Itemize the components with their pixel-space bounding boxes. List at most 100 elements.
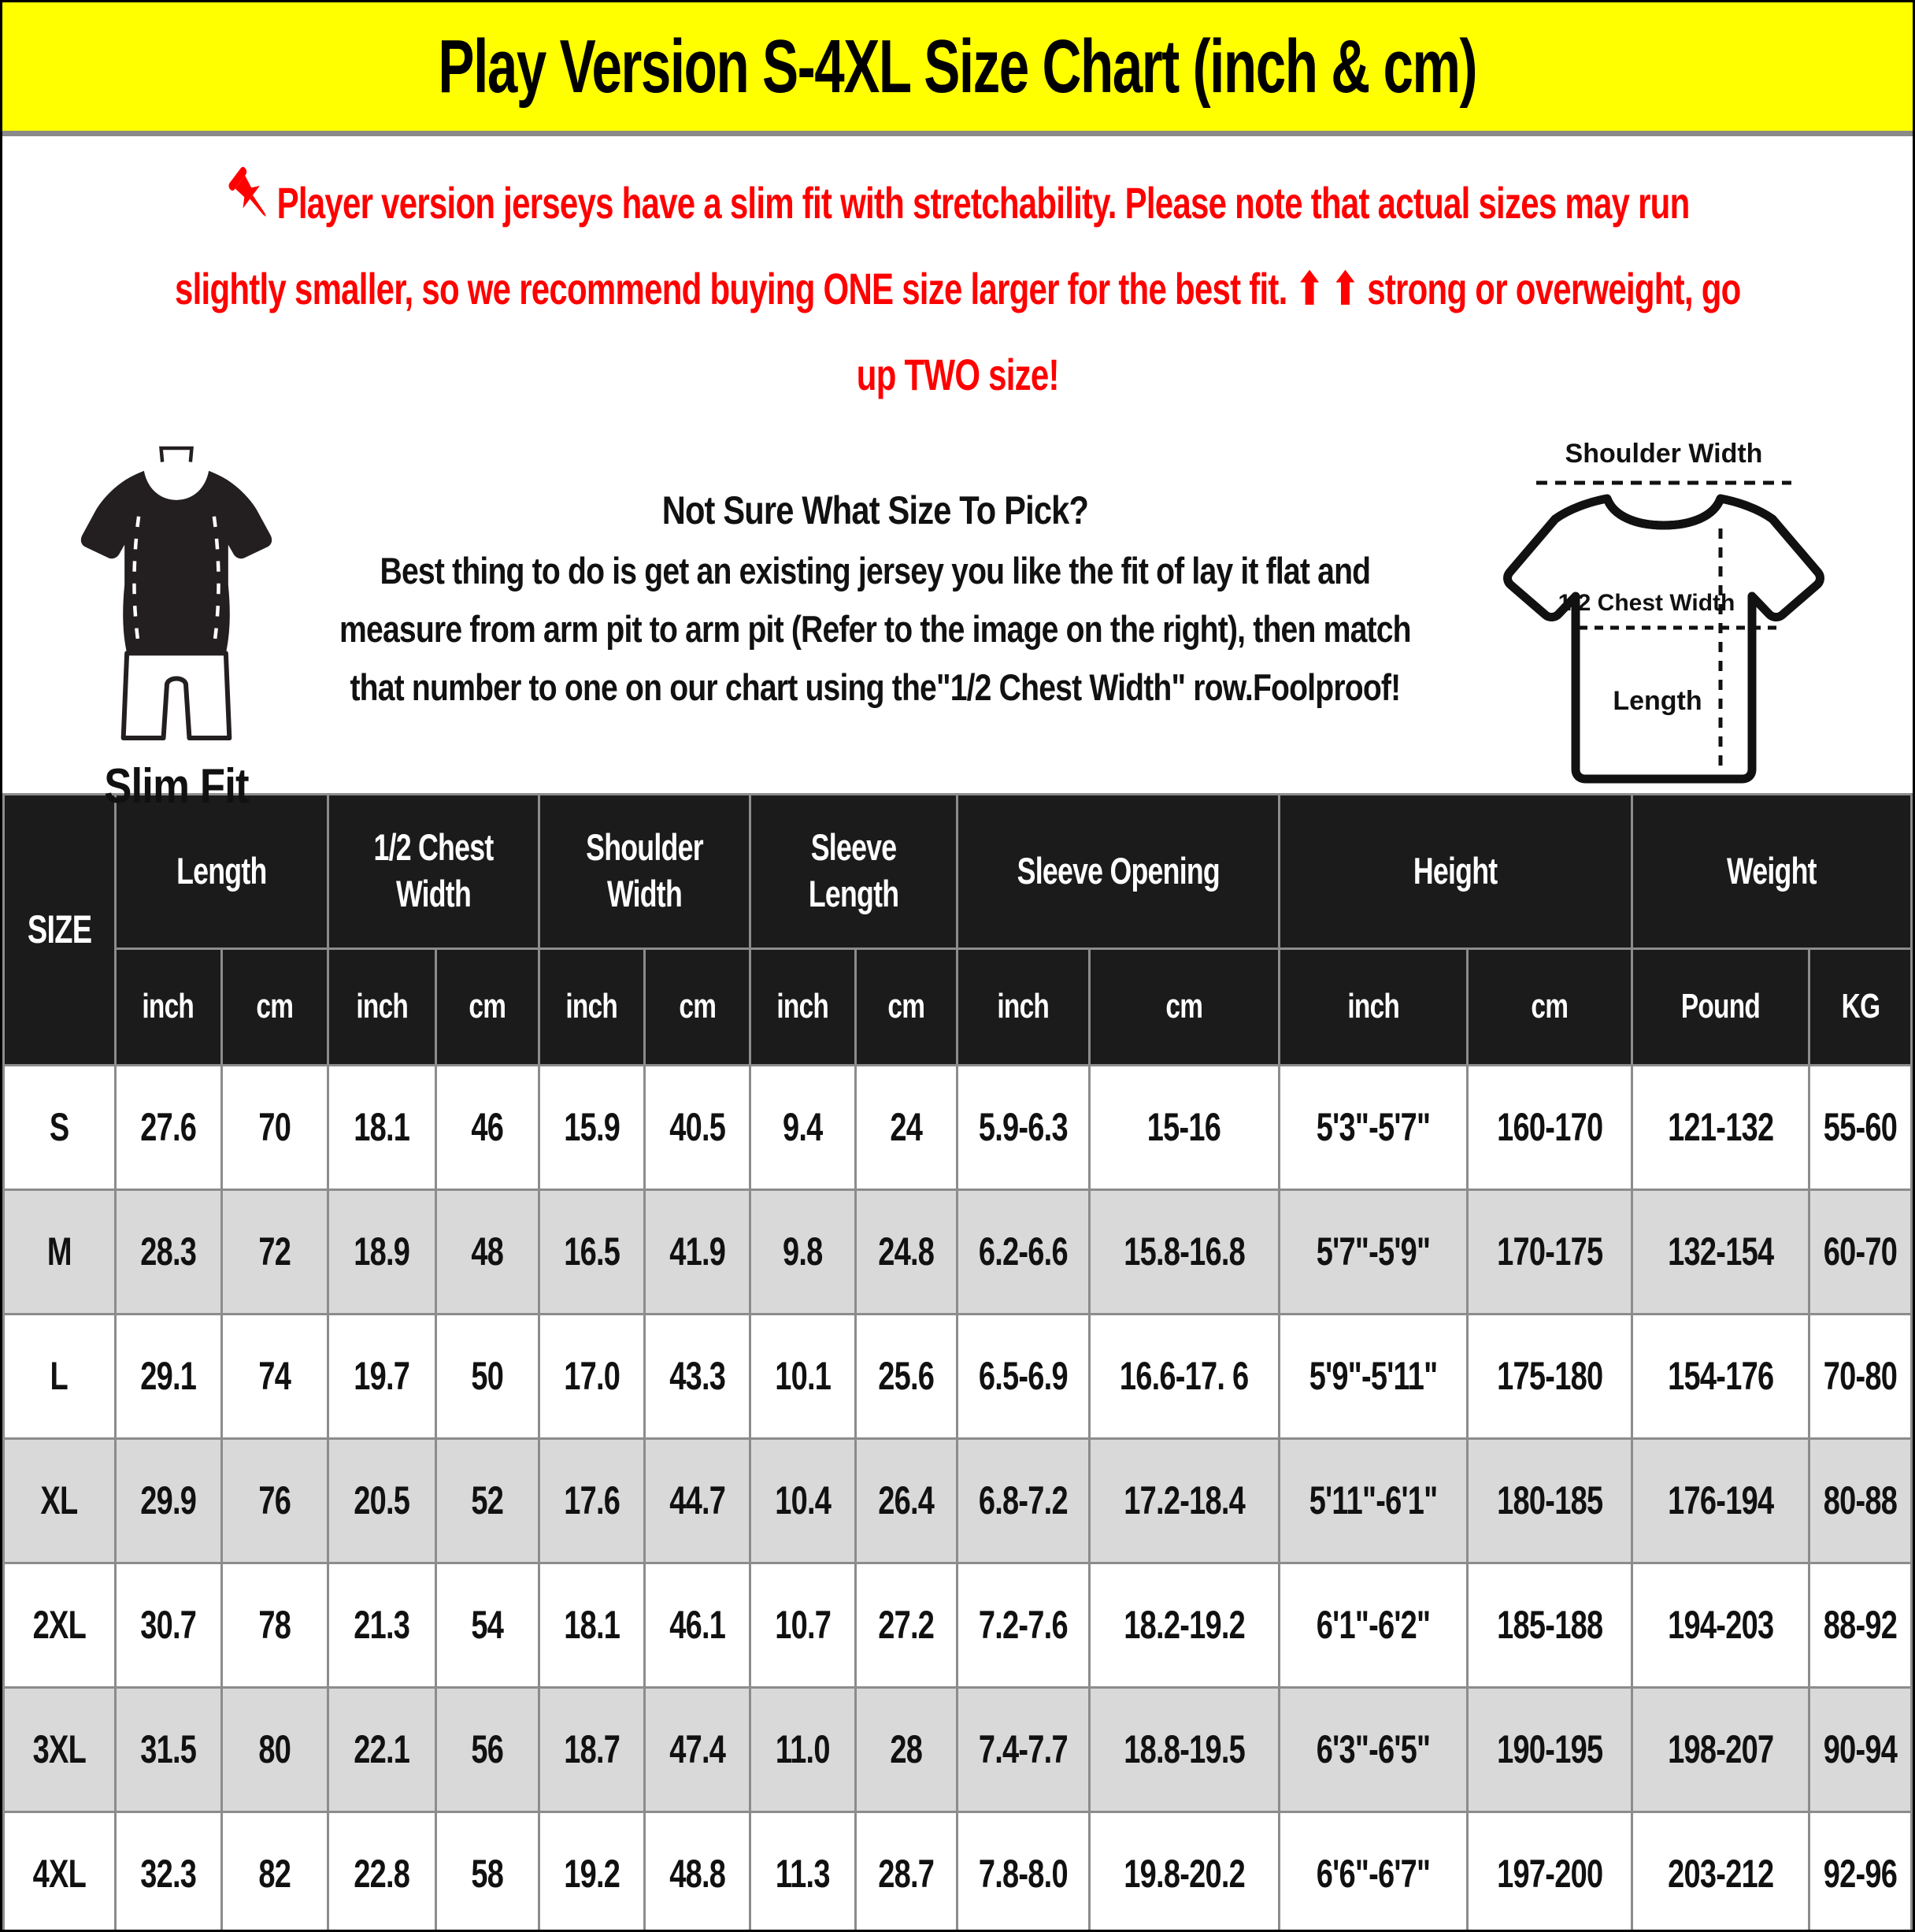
- value-cell: 5'3"-5'7": [1277, 1063, 1469, 1191]
- value-cell: 20.5: [327, 1437, 437, 1564]
- fit-notice: Player version jerseys have a slim fit w…: [2, 136, 1913, 423]
- value-cell: 24: [854, 1063, 959, 1191]
- value-cell: 29.9: [113, 1437, 223, 1564]
- column-subheader-cm: cm: [434, 947, 541, 1066]
- slim-fit-column: Slim Fit: [46, 429, 306, 814]
- value-cell: 18.1: [327, 1063, 437, 1191]
- size-table: SIZE Length 1/2 Chest Width Shoulder Width S…: [2, 792, 1913, 1930]
- value-cell: 24.8: [854, 1188, 959, 1315]
- value-cell: 18.1: [538, 1561, 646, 1689]
- size-cell-m: M: [2, 1188, 117, 1315]
- column-group-length: Length: [113, 792, 330, 950]
- slim-fit-label: Slim Fit: [104, 758, 249, 814]
- value-cell: 7.4-7.7: [956, 1685, 1091, 1813]
- value-cell: 197-200: [1466, 1810, 1634, 1930]
- value-cell: 17.2-18.4: [1087, 1437, 1280, 1564]
- value-cell: 203-212: [1631, 1810, 1811, 1930]
- notice-line-1: Player version jerseys have a slim fit w…: [5, 160, 1910, 246]
- notice-text-1: Player version jerseys have a slim fit w…: [276, 178, 1690, 228]
- column-subheader-cm: cm: [854, 947, 959, 1066]
- value-cell: 121-132: [1631, 1063, 1811, 1191]
- value-cell: 19.7: [327, 1312, 437, 1440]
- value-cell: 76: [220, 1437, 330, 1564]
- column-subheader-inch: inch: [956, 947, 1091, 1066]
- column-subheader-inch: inch: [749, 947, 857, 1066]
- notice-line-2: slightly smaller, so we recommend buying…: [5, 246, 1910, 332]
- table-row-2xl: 2XL 30.7 78 21.3 54 18.1 46.1 10.7 27.2 7.2-7.6 18…: [2, 1561, 1913, 1689]
- diagram-chest-width-label: 1/2 Chest Width: [1558, 590, 1735, 616]
- value-cell: 15.9: [538, 1063, 646, 1191]
- table-row-3xl: 3XL 31.5 80 22.1 56 18.7 47.4 11.0 28 7.4-7.7 18.8…: [2, 1685, 1913, 1813]
- value-cell: 15-16: [1087, 1063, 1280, 1191]
- value-cell: 198-207: [1631, 1685, 1811, 1813]
- value-cell: 78: [220, 1561, 330, 1689]
- value-cell: 194-203: [1631, 1561, 1811, 1689]
- value-cell: 43.3: [643, 1312, 752, 1440]
- value-cell: 70-80: [1808, 1312, 1913, 1440]
- value-cell: 176-194: [1631, 1437, 1811, 1564]
- value-cell: 6.5-6.9: [956, 1312, 1091, 1440]
- value-cell: 6.2-6.6: [956, 1188, 1091, 1315]
- column-subheader-inch: inch: [113, 947, 223, 1066]
- value-cell: 11.3: [749, 1810, 857, 1930]
- column-group-weight: Weight: [1631, 792, 1913, 950]
- value-cell: 88-92: [1808, 1561, 1913, 1689]
- value-cell: 40.5: [643, 1063, 752, 1191]
- value-cell: 10.1: [749, 1312, 857, 1440]
- table-row-m: M 28.3 72 18.9 48 16.5 41.9 9.8 24.8 6.2-6.6 15.8-…: [2, 1188, 1913, 1315]
- size-cell-xl: XL: [2, 1437, 117, 1564]
- value-cell: 58: [434, 1810, 541, 1930]
- table-row-s: S 27.6 70 18.1 46 15.9 40.5 9.4 24 5.9-6.3 15-16 5'…: [2, 1063, 1913, 1191]
- column-subheader-cm: cm: [220, 947, 330, 1066]
- column-subheader-kg: KG: [1808, 947, 1913, 1066]
- value-cell: 18.7: [538, 1685, 646, 1813]
- value-cell: 7.8-8.0: [956, 1810, 1091, 1930]
- notice-line-3: up TWO size!: [5, 332, 1910, 417]
- fit-guide-section: Slim Fit Not Sure What Size To Pick? Bes…: [2, 423, 1913, 814]
- column-subheader-cm: cm: [1466, 947, 1634, 1066]
- value-cell: 74: [220, 1312, 330, 1440]
- value-cell: 29.1: [113, 1312, 223, 1440]
- value-cell: 72: [220, 1188, 330, 1315]
- notice-text-3: up TWO size!: [856, 350, 1060, 400]
- value-cell: 41.9: [643, 1188, 752, 1315]
- value-cell: 31.5: [113, 1685, 223, 1813]
- column-group-sleeve-length: Sleeve Length: [749, 792, 959, 950]
- value-cell: 17.6: [538, 1437, 646, 1564]
- value-cell: 16.6-17. 6: [1087, 1312, 1280, 1440]
- page-title: Play Version S-4XL Size Chart (inch & cm…: [438, 24, 1478, 109]
- value-cell: 10.7: [749, 1561, 857, 1689]
- column-group-sleeve-opening: Sleeve Opening: [956, 792, 1280, 950]
- size-pick-heading: Not Sure What Size To Pick?: [661, 488, 1088, 532]
- value-cell: 154-176: [1631, 1312, 1811, 1440]
- fit-notice-text: Player version jerseys have a slim fit w…: [5, 160, 1910, 418]
- value-cell: 7.2-7.6: [956, 1561, 1091, 1689]
- value-cell: 6'1"-6'2": [1277, 1561, 1469, 1689]
- value-cell: 82: [220, 1810, 330, 1930]
- value-cell: 54: [434, 1561, 541, 1689]
- value-cell: 19.2: [538, 1810, 646, 1930]
- value-cell: 6'6"-6'7": [1277, 1810, 1469, 1930]
- column-subheader-inch: inch: [1277, 947, 1469, 1066]
- value-cell: 17.0: [538, 1312, 646, 1440]
- title-banner: Play Version S-4XL Size Chart (inch & cm…: [2, 2, 1913, 136]
- value-cell: 11.0: [749, 1685, 857, 1813]
- value-cell: 32.3: [113, 1810, 223, 1930]
- value-cell: 5'9"-5'11": [1277, 1312, 1469, 1440]
- value-cell: 170-175: [1466, 1188, 1634, 1315]
- value-cell: 16.5: [538, 1188, 646, 1315]
- value-cell: 28.3: [113, 1188, 223, 1315]
- notice-text-2: slightly smaller, so we recommend buying…: [174, 264, 1741, 314]
- value-cell: 6.8-7.2: [956, 1437, 1091, 1564]
- value-cell: 47.4: [643, 1685, 752, 1813]
- value-cell: 90-94: [1808, 1685, 1913, 1813]
- value-cell: 6'3"-6'5": [1277, 1685, 1469, 1813]
- value-cell: 52: [434, 1437, 541, 1564]
- table-row-xl: XL 29.9 76 20.5 52 17.6 44.7 10.4 26.4 6.8-7.2 17.…: [2, 1437, 1913, 1564]
- table-row-l: L 29.1 74 19.7 50 17.0 43.3 10.1 25.6 6.5-6.9 16.6…: [2, 1312, 1913, 1440]
- tshirt-measurement-diagram: Shoulder Width 1/2 Chest Width Length: [1503, 439, 1824, 784]
- value-cell: 70: [220, 1063, 330, 1191]
- value-cell: 175-180: [1466, 1312, 1634, 1440]
- value-cell: 55-60: [1808, 1063, 1913, 1191]
